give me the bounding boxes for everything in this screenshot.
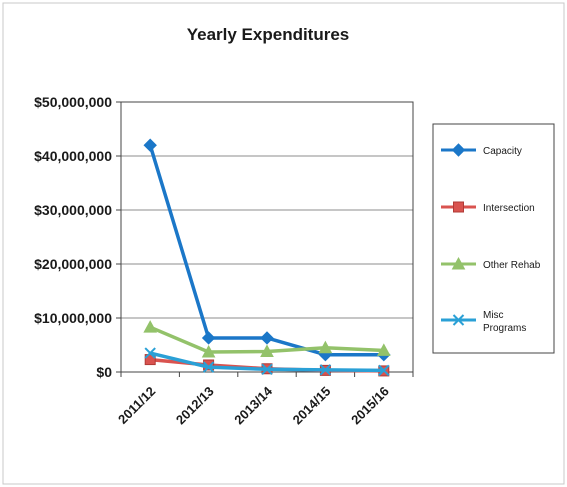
legend-item-3: Misc Programs — [441, 310, 526, 334]
legend-label-3: Misc Programs — [483, 310, 526, 334]
y-tick-label-5: $50,000,000 — [34, 94, 112, 110]
data-point-0-2 — [260, 331, 274, 345]
legend-marker-3 — [452, 314, 465, 326]
data-point-2-1 — [201, 344, 216, 358]
y-tick-label-1: $10,000,000 — [34, 310, 112, 326]
series-2 — [143, 320, 391, 358]
data-point-2-0 — [143, 320, 158, 333]
legend: Capacity Intersection Other Rehab Misc Progr… — [441, 143, 541, 334]
legend-marker-1 — [453, 201, 464, 213]
data-point-0-0 — [143, 138, 157, 152]
legend-label-2: Other Rehab — [483, 260, 541, 271]
data-point-3-3 — [319, 364, 332, 376]
series — [143, 138, 391, 377]
chart-title: Yearly Expenditures — [187, 25, 350, 44]
data-point-3-1 — [202, 361, 215, 373]
legend-item-0: Capacity — [441, 143, 522, 157]
legend-label-0: Capacity — [483, 146, 522, 157]
data-point-2-3 — [318, 340, 333, 354]
y-axis: $0 $10,000,000 $20,000,000 $30,000,000 $40,0… — [34, 94, 121, 380]
legend-marker-2 — [451, 256, 466, 270]
legend-item-2: Other Rehab — [441, 256, 541, 271]
y-tick-label-0: $0 — [96, 364, 112, 380]
y-tick-label-2: $20,000,000 — [34, 256, 112, 272]
data-point-0-1 — [201, 331, 216, 345]
legend-item-1: Intersection — [441, 201, 535, 214]
series-3 — [144, 347, 390, 377]
legend-label-1: Intersection — [483, 203, 535, 214]
data-point-3-0 — [144, 347, 156, 359]
y-tick-label-3: $30,000,000 — [34, 202, 112, 218]
y-tick-label-4: $40,000,000 — [34, 148, 112, 164]
data-point-3-2 — [261, 363, 273, 376]
data-point-3-4 — [378, 364, 390, 377]
legend-box — [432, 123, 555, 354]
legend-marker-0 — [451, 143, 466, 157]
data-point-2-2 — [260, 344, 274, 357]
data-point-2-4 — [376, 343, 391, 356]
